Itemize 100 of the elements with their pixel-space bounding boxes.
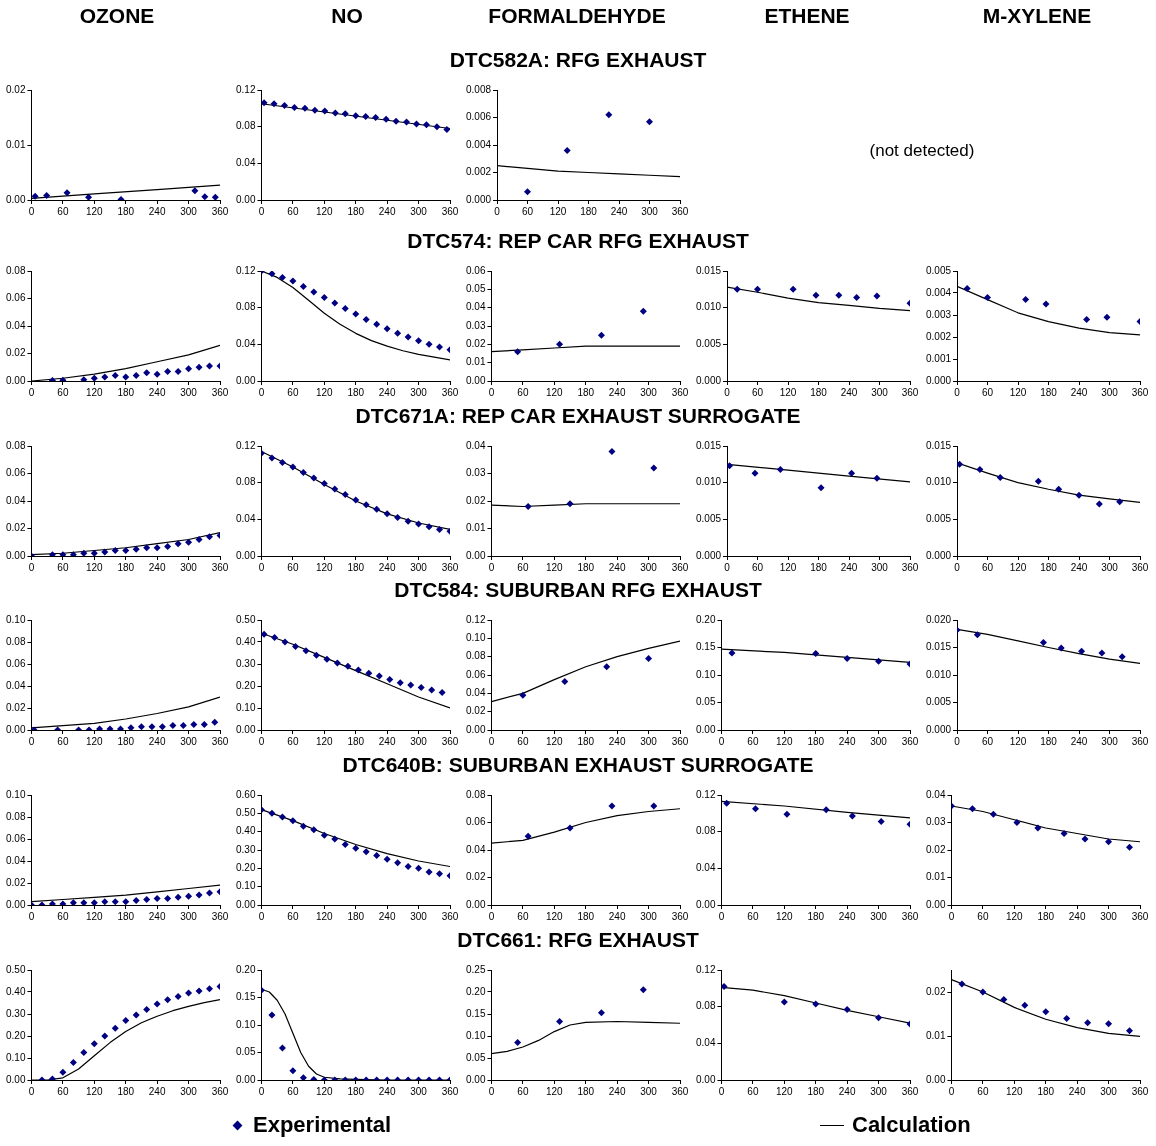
point — [1013, 819, 1021, 826]
y-tick-label: 0.010 — [925, 668, 952, 680]
y-tick-label: 0.20 — [235, 679, 256, 691]
y-tick-label: 0.02 — [5, 347, 26, 359]
x-tick-label: 360 — [671, 1085, 689, 1097]
x-tick-label: 300 — [410, 561, 428, 573]
y-tick-label: 0.04 — [465, 301, 486, 313]
point — [122, 1017, 130, 1025]
x-tick-label: 300 — [640, 735, 658, 747]
point — [341, 841, 349, 848]
x-tick-label: 300 — [1101, 735, 1119, 747]
point — [312, 651, 320, 659]
x-tick-label: 0 — [954, 735, 961, 747]
point — [1034, 477, 1042, 485]
x-tick-label: 0 — [718, 1085, 725, 1097]
point — [608, 448, 616, 455]
y-tick-label: 0.000 — [925, 374, 952, 386]
point — [301, 104, 309, 112]
x-tick-label: 0 — [28, 735, 35, 747]
point — [362, 501, 370, 509]
x-tick-label: 180 — [117, 735, 135, 747]
point — [556, 1017, 564, 1025]
y-tick-label: 0.00 — [235, 898, 256, 910]
point — [412, 120, 420, 128]
point — [556, 340, 564, 348]
y-tick-label: 0.00 — [465, 898, 486, 910]
x-tick-label: 300 — [871, 561, 889, 573]
y-tick-label: 0.05 — [235, 1046, 256, 1058]
y-tick-label: 0.02 — [465, 494, 486, 506]
text: OZONE — [78, 4, 156, 28]
point — [383, 855, 391, 863]
point — [268, 454, 276, 462]
x-tick-label: 300 — [640, 910, 658, 922]
y-tick-label: 0.20 — [695, 613, 716, 625]
point — [268, 809, 276, 817]
point — [362, 316, 370, 324]
x-tick-label: 240 — [148, 386, 166, 398]
point — [514, 1039, 522, 1047]
point — [383, 325, 391, 333]
y-tick-label: 0.03 — [465, 319, 486, 331]
x-tick-label: 360 — [1131, 910, 1149, 922]
x-tick-label: 60 — [57, 735, 69, 747]
y-tick-label: 0.10 — [235, 880, 256, 892]
point — [1078, 647, 1086, 655]
point — [597, 331, 605, 339]
point — [1084, 1019, 1092, 1027]
point — [639, 986, 647, 994]
y-tick-label: 0.10 — [5, 1051, 26, 1063]
x-tick-label: 60 — [521, 205, 534, 217]
point — [1126, 1027, 1134, 1035]
y-tick-label: 0.04 — [925, 788, 946, 800]
point — [271, 634, 279, 642]
x-tick-label: 0 — [954, 561, 961, 573]
x-tick-label: 60 — [57, 205, 69, 217]
point — [1042, 300, 1050, 308]
point — [270, 100, 278, 108]
x-tick-label: 240 — [1070, 735, 1088, 747]
point — [373, 852, 381, 859]
point — [968, 805, 976, 813]
point — [645, 655, 653, 662]
y-tick-label: 0.008 — [465, 83, 492, 95]
y-tick-label: 0.00 — [5, 723, 26, 735]
y-tick-label: 0.010 — [695, 476, 722, 488]
x-tick-label: 120 — [85, 735, 104, 747]
x-tick-label: 180 — [810, 386, 828, 398]
point — [721, 983, 728, 990]
x-tick-label: 240 — [378, 910, 396, 922]
x-tick-label: 180 — [577, 1085, 595, 1097]
x-tick-label: 240 — [840, 561, 858, 573]
point — [843, 655, 851, 662]
point — [132, 1011, 140, 1019]
y-tick-label: 0.04 — [695, 862, 716, 874]
x-tick-label: 60 — [287, 386, 299, 398]
x-tick-label: 240 — [608, 910, 626, 922]
y-tick-label: 0.00 — [925, 1073, 946, 1085]
x-tick-label: 120 — [1005, 910, 1024, 922]
x-tick-label: 300 — [870, 735, 888, 747]
x-tick-label: 60 — [57, 561, 69, 573]
y-tick-label: 0.00 — [235, 723, 256, 735]
point — [976, 465, 984, 473]
point — [143, 1006, 151, 1014]
y-tick-label: 0.06 — [5, 292, 26, 304]
text: DTC640B: SUBURBAN EXHAUST SURROGATE — [341, 753, 815, 777]
x-tick-label: 60 — [57, 386, 69, 398]
point — [1118, 653, 1126, 661]
point — [80, 1049, 88, 1056]
x-tick-label: 60 — [287, 910, 299, 922]
text: ETHENE — [763, 4, 851, 28]
x-tick-label: 240 — [148, 561, 166, 573]
point — [812, 650, 820, 658]
x-tick-label: 240 — [608, 386, 626, 398]
x-tick-label: 0 — [718, 910, 725, 922]
point — [436, 525, 444, 533]
y-tick-label: 0.000 — [695, 549, 722, 561]
y-tick-label: 0.00 — [695, 898, 716, 910]
x-tick-label: 360 — [1131, 386, 1149, 398]
point — [386, 675, 394, 683]
x-tick-label: 120 — [775, 1085, 794, 1097]
point — [780, 998, 788, 1006]
point — [877, 818, 885, 826]
